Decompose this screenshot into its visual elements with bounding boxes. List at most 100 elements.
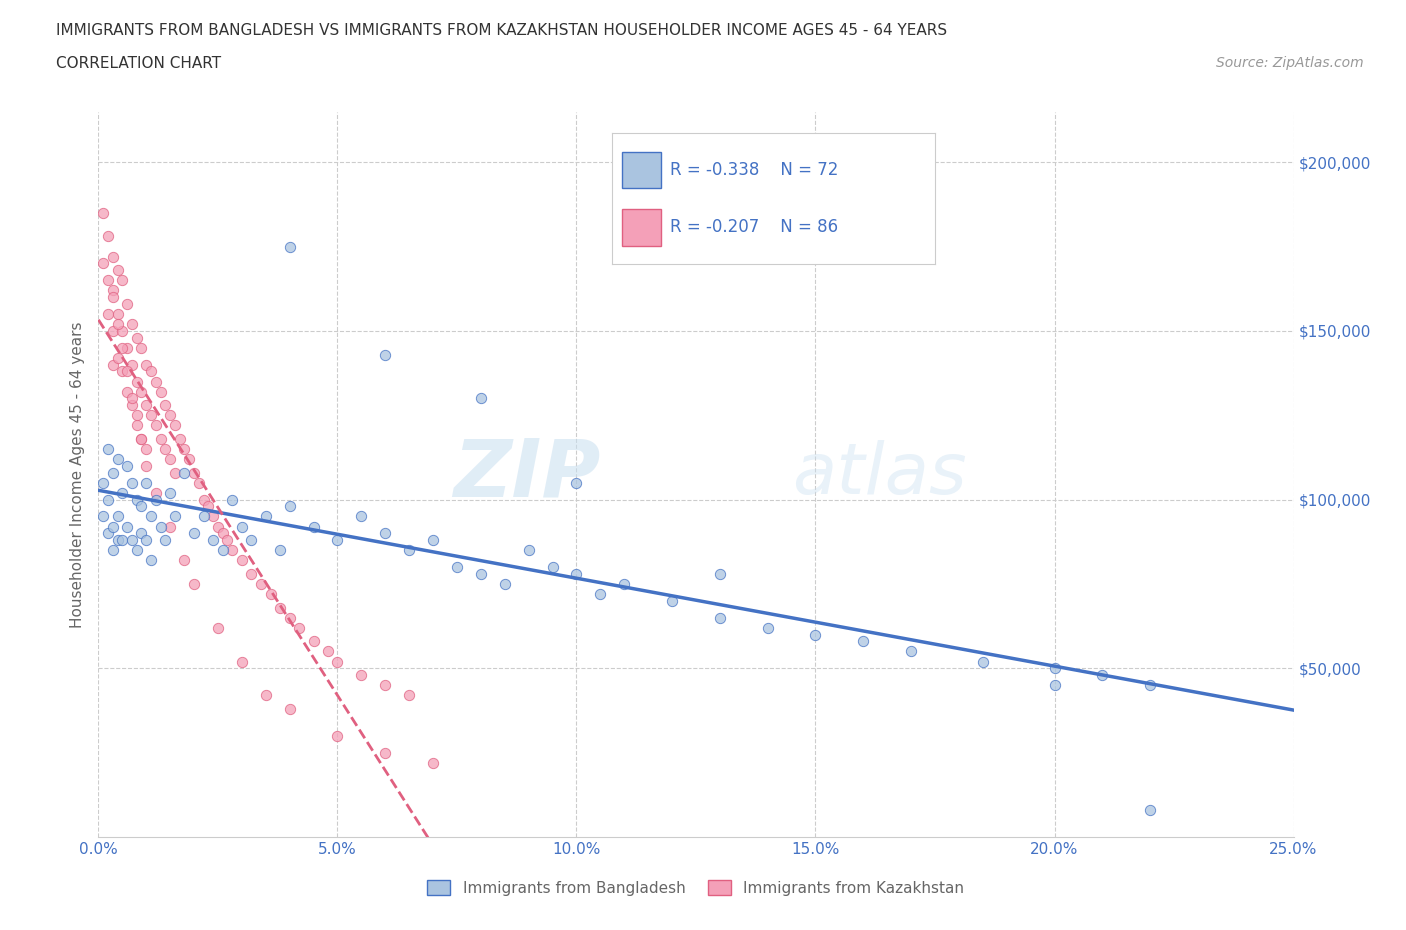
Point	[207, 620, 229, 635]
Point	[121, 533, 143, 548]
Point	[131, 432, 153, 446]
Point	[278, 610, 301, 625]
Text: IMMIGRANTS FROM BANGLADESH VS IMMIGRANTS FROM KAZAKHSTAN HOUSEHOLDER INCOME AGES: IMMIGRANTS FROM BANGLADESH VS IMMIGRANTS…	[56, 23, 948, 38]
Point	[139, 509, 162, 524]
Point	[91, 206, 114, 220]
Point	[125, 418, 148, 432]
Point	[302, 519, 325, 534]
Point	[1043, 661, 1066, 676]
Point	[107, 533, 129, 548]
Text: Source: ZipAtlas.com: Source: ZipAtlas.com	[1216, 56, 1364, 70]
Legend: Immigrants from Bangladesh, Immigrants from Kazakhstan: Immigrants from Bangladesh, Immigrants f…	[422, 873, 970, 902]
Point	[163, 509, 186, 524]
Point	[709, 610, 731, 625]
Point	[900, 644, 922, 658]
Text: ZIP: ZIP	[453, 435, 600, 513]
Point	[115, 384, 138, 399]
Point	[207, 519, 229, 534]
Point	[350, 668, 373, 683]
Point	[250, 577, 273, 591]
Point	[259, 587, 281, 602]
Point	[494, 577, 516, 591]
Point	[121, 398, 143, 413]
Point	[269, 543, 291, 558]
Point	[211, 543, 233, 558]
Point	[125, 408, 148, 423]
Point	[135, 475, 157, 490]
Point	[139, 364, 162, 379]
Point	[131, 340, 153, 355]
Point	[115, 297, 138, 312]
Point	[183, 525, 205, 540]
Point	[111, 533, 134, 548]
Point	[231, 519, 253, 534]
Point	[101, 290, 124, 305]
Point	[135, 533, 157, 548]
Point	[145, 374, 167, 389]
Point	[145, 492, 167, 507]
Point	[101, 543, 124, 558]
Point	[278, 701, 301, 716]
Point	[470, 566, 492, 581]
Point	[374, 347, 396, 362]
Point	[217, 533, 239, 548]
Text: atlas: atlas	[792, 440, 966, 509]
Point	[159, 485, 181, 500]
Point	[541, 560, 564, 575]
Point	[131, 432, 153, 446]
Point	[422, 533, 444, 548]
Point	[125, 330, 148, 345]
Point	[163, 465, 186, 480]
Point	[374, 525, 396, 540]
Point	[111, 364, 134, 379]
Point	[446, 560, 468, 575]
Point	[135, 398, 157, 413]
Point	[804, 627, 827, 642]
Point	[159, 408, 181, 423]
Point	[101, 519, 124, 534]
Point	[101, 324, 124, 339]
Point	[231, 553, 253, 568]
Point	[155, 533, 177, 548]
Point	[163, 418, 186, 432]
Point	[173, 553, 195, 568]
Point	[145, 418, 167, 432]
Point	[302, 634, 325, 649]
Point	[97, 525, 120, 540]
Point	[97, 272, 120, 287]
Point	[326, 728, 349, 743]
Point	[278, 498, 301, 513]
Point	[97, 229, 120, 244]
Point	[169, 432, 191, 446]
Point	[101, 249, 124, 264]
Point	[149, 432, 172, 446]
Point	[149, 519, 172, 534]
Point	[139, 553, 162, 568]
Point	[135, 442, 157, 457]
Point	[254, 688, 277, 703]
Point	[211, 525, 233, 540]
Point	[254, 509, 277, 524]
Point	[91, 475, 114, 490]
Point	[139, 408, 162, 423]
Point	[1043, 678, 1066, 693]
Point	[125, 374, 148, 389]
Point	[326, 533, 349, 548]
Point	[101, 283, 124, 298]
Point	[145, 485, 167, 500]
Point	[350, 509, 373, 524]
Point	[97, 442, 120, 457]
Point	[288, 620, 311, 635]
Point	[202, 533, 225, 548]
Point	[1091, 668, 1114, 683]
Point	[517, 543, 540, 558]
Point	[173, 442, 195, 457]
Point	[1139, 803, 1161, 817]
Point	[240, 533, 263, 548]
Point	[398, 688, 420, 703]
Point	[115, 458, 138, 473]
Point	[240, 566, 263, 581]
Point	[159, 452, 181, 467]
Point	[107, 307, 129, 322]
Point	[111, 340, 134, 355]
